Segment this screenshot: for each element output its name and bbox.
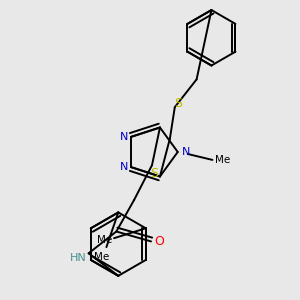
Text: Me: Me (215, 155, 230, 165)
Text: HN: HN (70, 253, 87, 263)
Text: S: S (174, 97, 182, 110)
Text: O: O (154, 235, 164, 248)
Text: Me: Me (97, 235, 112, 245)
Text: N: N (120, 162, 128, 172)
Text: N: N (182, 147, 190, 157)
Text: N: N (120, 132, 128, 142)
Text: Me: Me (94, 252, 109, 262)
Text: S: S (150, 167, 158, 180)
